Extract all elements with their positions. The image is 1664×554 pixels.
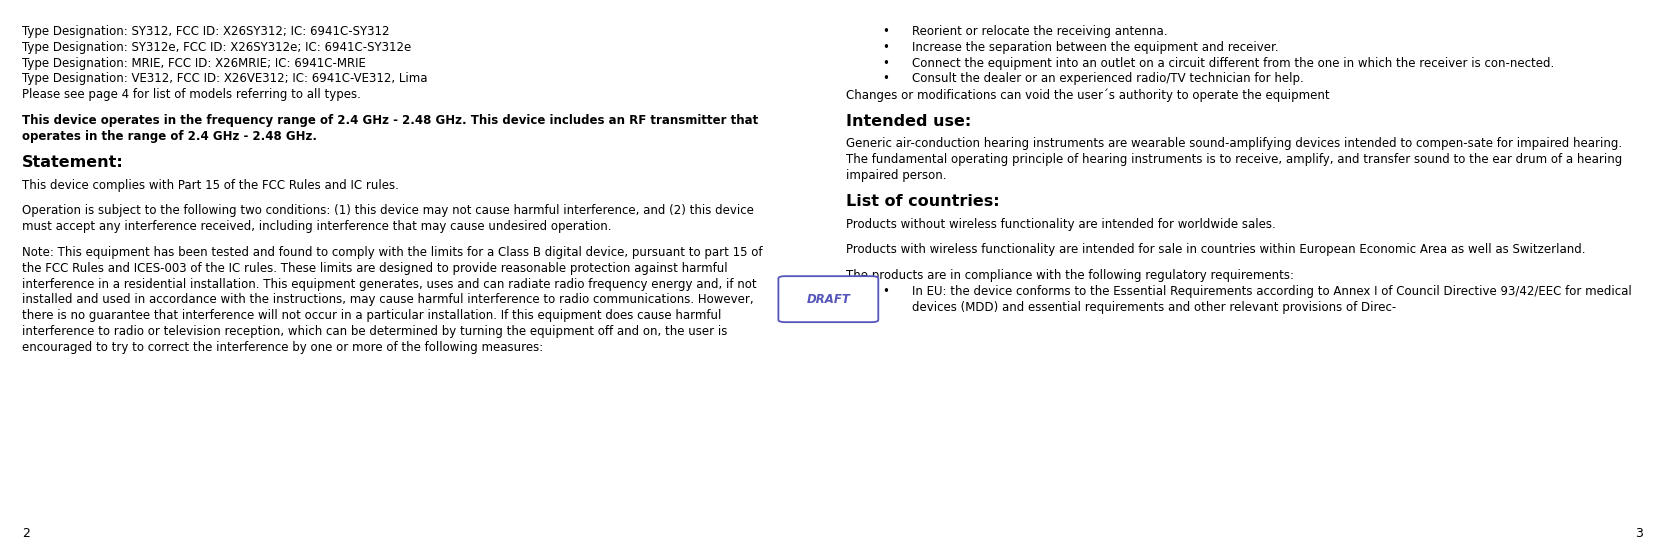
Text: Connect the equipment into an outlet on a circuit different from the one in whic: Connect the equipment into an outlet on … — [912, 57, 1554, 69]
Text: Type Designation: SY312e, FCC ID: X26SY312e; IC: 6941C-SY312e: Type Designation: SY312e, FCC ID: X26SY3… — [22, 41, 411, 54]
FancyBboxPatch shape — [777, 276, 879, 322]
Text: •: • — [882, 57, 889, 69]
Text: operates in the range of 2.4 GHz - 2.48 GHz.: operates in the range of 2.4 GHz - 2.48 … — [22, 130, 316, 142]
Text: Generic air-conduction hearing instruments are wearable sound-amplifying devices: Generic air-conduction hearing instrumen… — [845, 137, 1621, 150]
Text: devices (MDD) and essential requirements and other relevant provisions of Direc-: devices (MDD) and essential requirements… — [912, 301, 1396, 314]
Text: Type Designation: SY312, FCC ID: X26SY312; IC: 6941C-SY312: Type Designation: SY312, FCC ID: X26SY31… — [22, 25, 389, 38]
Text: The fundamental operating principle of hearing instruments is to receive, amplif: The fundamental operating principle of h… — [845, 153, 1621, 166]
Text: 2: 2 — [22, 527, 30, 540]
Text: impaired person.: impaired person. — [845, 168, 945, 182]
Text: interference in a residential installation. This equipment generates, uses and c: interference in a residential installati… — [22, 278, 755, 290]
Text: Products without wireless functionality are intended for worldwide sales.: Products without wireless functionality … — [845, 218, 1275, 230]
Text: •: • — [882, 285, 889, 298]
Text: •: • — [882, 72, 889, 85]
Text: •: • — [882, 41, 889, 54]
Text: Products with wireless functionality are intended for sale in countries within E: Products with wireless functionality are… — [845, 243, 1584, 257]
Text: Type Designation: VE312, FCC ID: X26VE312; IC: 6941C-VE312, Lima: Type Designation: VE312, FCC ID: X26VE31… — [22, 72, 428, 85]
Text: List of countries:: List of countries: — [845, 194, 998, 209]
Text: Note: This equipment has been tested and found to comply with the limits for a C: Note: This equipment has been tested and… — [22, 246, 762, 259]
Text: This device operates in the frequency range of 2.4 GHz - 2.48 GHz. This device i: This device operates in the frequency ra… — [22, 114, 757, 127]
Text: In EU: the device conforms to the Essential Requirements according to Annex I of: In EU: the device conforms to the Essent… — [912, 285, 1631, 298]
Text: 3: 3 — [1634, 527, 1642, 540]
Text: encouraged to try to correct the interference by one or more of the following me: encouraged to try to correct the interfe… — [22, 341, 542, 353]
Text: there is no guarantee that interference will not occur in a particular installat: there is no guarantee that interference … — [22, 309, 721, 322]
Text: Changes or modifications can void the user´s authority to operate the equipment: Changes or modifications can void the us… — [845, 88, 1328, 101]
Text: Consult the dealer or an experienced radio/TV technician for help.: Consult the dealer or an experienced rad… — [912, 72, 1303, 85]
Text: Increase the separation between the equipment and receiver.: Increase the separation between the equi… — [912, 41, 1278, 54]
Text: the FCC Rules and ICES-003 of the IC rules. These limits are designed to provide: the FCC Rules and ICES-003 of the IC rul… — [22, 261, 727, 275]
Text: Please see page 4 for list of models referring to all types.: Please see page 4 for list of models ref… — [22, 88, 361, 101]
Text: installed and used in accordance with the instructions, may cause harmful interf: installed and used in accordance with th… — [22, 293, 752, 306]
Text: •: • — [882, 25, 889, 38]
Text: Reorient or relocate the receiving antenna.: Reorient or relocate the receiving anten… — [912, 25, 1166, 38]
Text: must accept any interference received, including interference that may cause und: must accept any interference received, i… — [22, 220, 611, 233]
Text: Type Designation: MRIE, FCC ID: X26MRIE; IC: 6941C-MRIE: Type Designation: MRIE, FCC ID: X26MRIE;… — [22, 57, 366, 69]
Text: The products are in compliance with the following regulatory requirements:: The products are in compliance with the … — [845, 269, 1293, 282]
Text: interference to radio or television reception, which can be determined by turnin: interference to radio or television rece… — [22, 325, 727, 338]
Text: Intended use:: Intended use: — [845, 114, 970, 129]
Text: Operation is subject to the following two conditions: (1) this device may not ca: Operation is subject to the following tw… — [22, 204, 754, 217]
Text: This device complies with Part 15 of the FCC Rules and IC rules.: This device complies with Part 15 of the… — [22, 178, 398, 192]
Text: Statement:: Statement: — [22, 155, 123, 171]
Text: DRAFT: DRAFT — [805, 293, 850, 306]
